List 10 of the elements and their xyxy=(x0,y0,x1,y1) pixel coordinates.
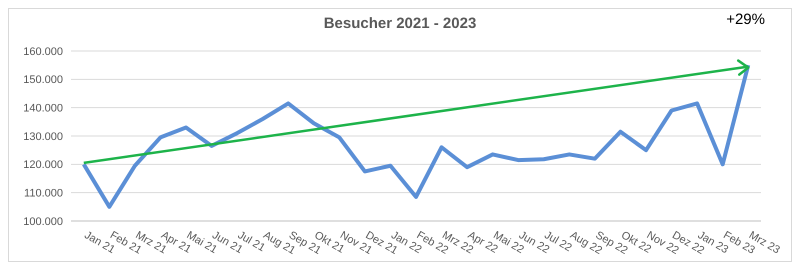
y-tick-label: 100.000 xyxy=(23,216,63,228)
y-tick-label: 150.000 xyxy=(23,74,63,86)
line-series xyxy=(82,63,750,209)
y-tick-label: 110.000 xyxy=(24,188,63,200)
y-tick-label: 160.000 xyxy=(23,46,63,58)
y-tick-label: 120.000 xyxy=(23,159,63,172)
y-tick-label: 140.000 xyxy=(23,102,63,115)
y-tick-label: 130.000 xyxy=(23,130,63,143)
text: +29% xyxy=(726,11,765,28)
chart-title: Besucher 2021 - 2023 xyxy=(324,15,476,32)
